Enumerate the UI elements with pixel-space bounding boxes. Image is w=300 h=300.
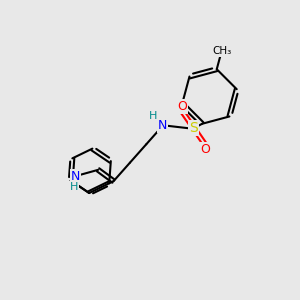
Text: N: N [70,169,80,183]
Text: H: H [149,111,157,121]
Text: CH₃: CH₃ [213,46,232,56]
Text: N: N [158,119,167,132]
Text: O: O [178,100,188,113]
Text: O: O [200,143,210,156]
Text: S: S [189,121,198,135]
Text: H: H [70,182,78,192]
